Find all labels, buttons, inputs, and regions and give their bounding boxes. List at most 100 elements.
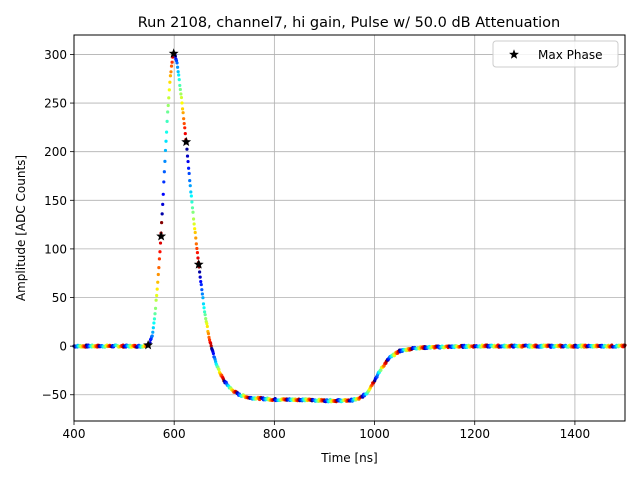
data-point <box>161 202 165 206</box>
legend-star-icon <box>509 49 519 59</box>
data-point <box>155 287 159 291</box>
data-point <box>209 344 213 348</box>
data-point <box>191 210 195 214</box>
x-tick-label: 400 <box>63 427 86 441</box>
y-tick-label: 0 <box>59 340 67 354</box>
data-point <box>187 171 191 176</box>
data-point <box>198 270 202 274</box>
data-point <box>166 103 170 108</box>
data-point <box>157 257 162 261</box>
data-point <box>198 275 202 279</box>
chart-title: Run 2108, channel7, hi gain, Pulse w/ 50… <box>138 15 561 31</box>
data-point <box>205 324 209 329</box>
y-tick-label: 250 <box>44 97 67 111</box>
data-point <box>164 139 168 143</box>
y-axis-ticks: −50 0 50 100 150 200 250 300 <box>42 48 74 402</box>
data-point <box>200 292 204 296</box>
y-tick-label: 150 <box>44 194 67 208</box>
data-point <box>177 73 181 77</box>
data-point <box>199 282 203 287</box>
data-point <box>202 306 206 310</box>
data-point <box>168 74 173 78</box>
data-point <box>207 335 211 339</box>
data-point <box>188 179 192 183</box>
data-point <box>211 351 215 356</box>
data-point <box>175 61 179 65</box>
data-point <box>175 65 180 69</box>
x-tick-label: 1200 <box>459 427 490 441</box>
data-point <box>196 256 200 260</box>
data-point <box>217 367 221 372</box>
data-point <box>203 313 207 317</box>
data-point <box>180 101 184 105</box>
data-point <box>195 246 199 251</box>
data-point <box>189 194 193 198</box>
data-point <box>178 87 182 92</box>
data-point <box>209 341 213 345</box>
data-point <box>201 302 206 306</box>
x-axis-ticks: 400 600 800 1000 1200 1400 <box>63 421 591 441</box>
data-point <box>167 96 171 100</box>
x-axis-label: Time [ns] <box>320 451 377 465</box>
data-point <box>154 298 158 302</box>
x-tick-label: 1000 <box>359 427 390 441</box>
data-point <box>170 60 174 64</box>
y-tick-label: −50 <box>42 388 67 402</box>
data-point <box>178 83 182 88</box>
data-point <box>153 312 157 316</box>
x-tick-label: 800 <box>263 427 286 441</box>
data-point <box>166 110 170 114</box>
data-point <box>202 310 207 314</box>
data-point <box>163 159 167 163</box>
data-point <box>183 126 187 130</box>
data-point <box>379 368 383 372</box>
data-point <box>194 242 198 246</box>
data-point <box>195 251 200 255</box>
data-point <box>179 95 184 100</box>
legend-star-icon <box>509 49 519 59</box>
data-point <box>182 121 186 126</box>
data-point <box>193 230 197 235</box>
data-point <box>157 266 161 270</box>
data-point <box>204 317 208 321</box>
data-point <box>155 293 159 298</box>
legend-label: Max Phase <box>538 48 602 62</box>
data-point <box>200 288 204 292</box>
data-point <box>151 326 155 330</box>
data-point <box>185 147 189 151</box>
data-point <box>182 117 186 121</box>
legend: Max Phase <box>492 40 619 68</box>
data-point <box>162 170 166 174</box>
data-point <box>150 334 154 338</box>
data-points <box>72 51 627 404</box>
data-point <box>156 280 160 284</box>
data-point <box>160 212 164 216</box>
data-point <box>179 92 183 96</box>
y-tick-label: 300 <box>44 48 67 62</box>
data-point <box>199 279 203 284</box>
max-phase-star <box>168 48 179 58</box>
data-point <box>188 184 192 188</box>
y-tick-label: 50 <box>52 291 67 305</box>
max-phase-star <box>181 136 192 147</box>
data-point <box>176 70 180 74</box>
data-point <box>167 88 171 92</box>
data-point <box>160 221 164 225</box>
data-point <box>185 154 190 158</box>
y-tick-label: 200 <box>44 145 67 159</box>
data-point <box>158 250 162 254</box>
data-point <box>205 321 209 326</box>
plot-frame <box>73 34 626 422</box>
x-tick-label: 1400 <box>560 427 591 441</box>
data-point <box>156 272 160 277</box>
max-phase-star <box>193 259 204 269</box>
legend-box <box>492 40 619 68</box>
y-tick-label: 100 <box>44 242 67 256</box>
max-phase-star <box>156 231 167 241</box>
data-point <box>180 107 185 111</box>
y-axis-label: Amplitude [ADC Counts] <box>14 155 28 301</box>
data-point <box>169 64 174 68</box>
data-point <box>181 111 185 115</box>
